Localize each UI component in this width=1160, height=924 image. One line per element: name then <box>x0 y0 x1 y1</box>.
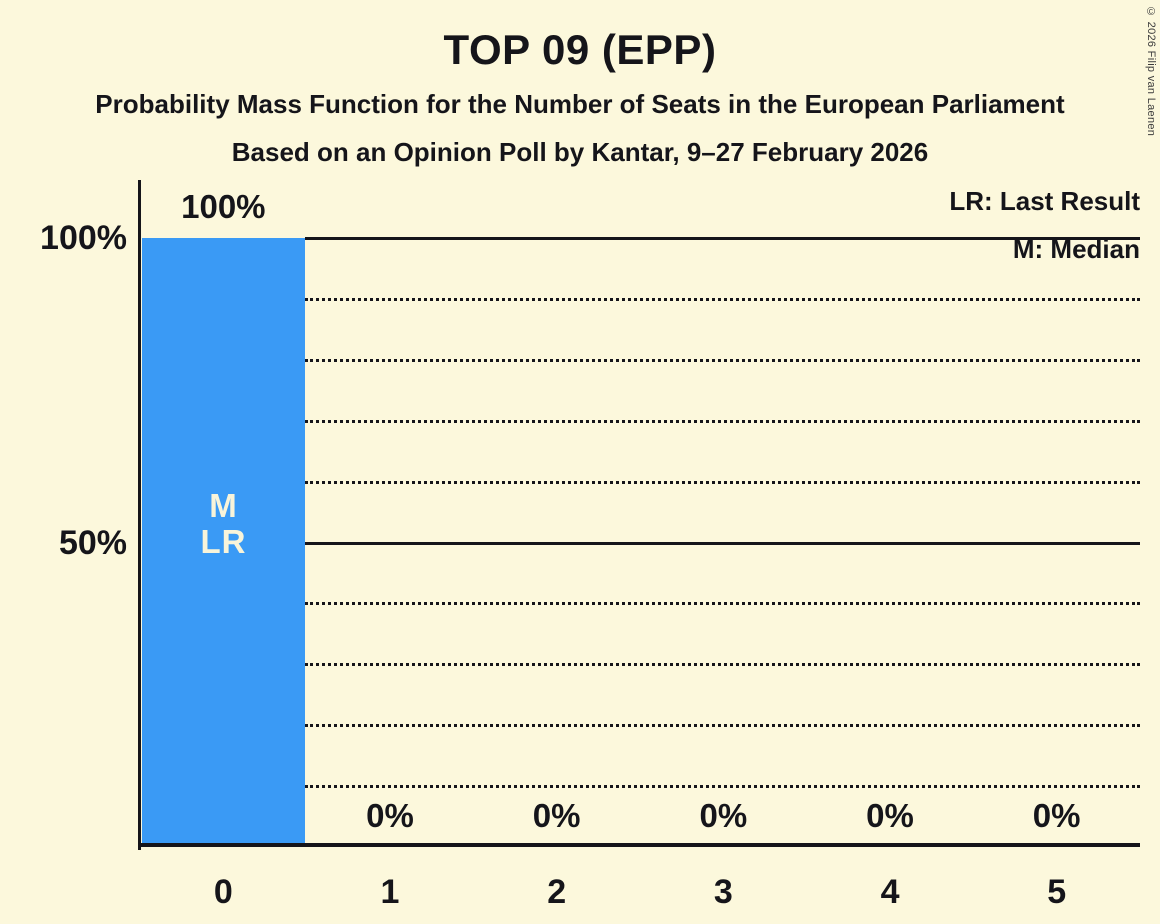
x-axis-line <box>138 843 1140 847</box>
bar-annotation-block: M LR <box>142 488 305 560</box>
x-axis-labels: 0 1 2 3 4 5 <box>140 872 1140 912</box>
gridline-60 <box>305 480 1140 484</box>
chart-poll-source: Based on an Opinion Poll by Kantar, 9–27… <box>231 137 929 167</box>
bar-value-label-5: 0% <box>1032 797 1081 834</box>
x-axis-tick-0: 0 <box>213 873 233 911</box>
x-axis-tick-3: 3 <box>713 873 733 911</box>
bar-value-label-2: 0% <box>532 797 581 834</box>
bar-value-label-3: 0% <box>699 797 748 834</box>
median-marker: M <box>209 487 238 524</box>
gridline-70 <box>305 419 1140 423</box>
legend-median: M: Median <box>1012 234 1140 264</box>
bar-seats-0: M LR <box>142 238 305 847</box>
bar-value-label-0: 100% <box>181 188 266 225</box>
gridline-40 <box>305 602 1140 606</box>
gridline-100 <box>305 237 1140 240</box>
gridline-30 <box>305 663 1140 667</box>
bar-value-label-4: 0% <box>866 797 914 834</box>
legend-last-result: LR: Last Result <box>949 186 1140 216</box>
y-axis-tick-100: 100% <box>40 219 127 257</box>
gridline-90 <box>305 297 1140 301</box>
last-result-marker: LR <box>200 523 247 560</box>
y-axis-line <box>138 180 141 850</box>
chart-title: TOP 09 (EPP) <box>443 26 717 73</box>
copyright-notice: © 2026 Filip van Laenen <box>1145 6 1157 137</box>
plot-scale-area: M LR <box>140 237 1140 847</box>
gridline-80 <box>305 358 1140 362</box>
chart-subtitle: Probability Mass Function for the Number… <box>95 89 1065 119</box>
gridline-20 <box>305 724 1140 728</box>
x-axis-tick-4: 4 <box>880 873 900 911</box>
gridline-50 <box>305 541 1140 545</box>
x-axis-tick-2: 2 <box>547 873 567 911</box>
gridline-10 <box>305 785 1140 789</box>
x-axis-tick-1: 1 <box>380 873 400 911</box>
bar-value-label-1: 0% <box>366 797 414 834</box>
plot-area: M LR 100% 0% 0% 0% 0% 0% <box>138 180 1140 850</box>
y-axis-tick-50: 50% <box>58 524 127 562</box>
x-axis-tick-5: 5 <box>1047 873 1067 911</box>
